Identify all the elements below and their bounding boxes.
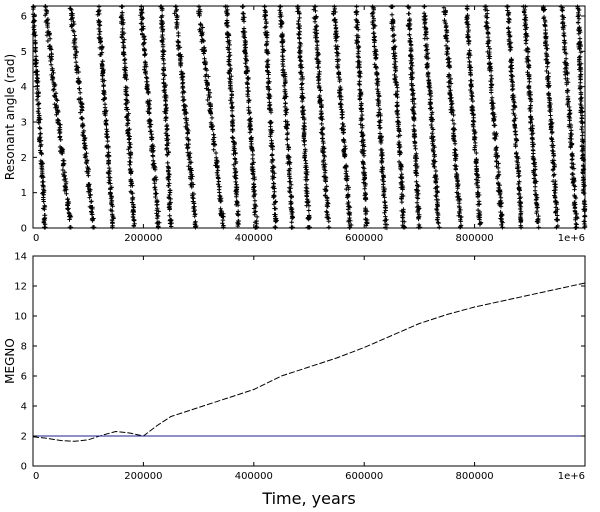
resonant-angle-ytick-label: 0	[21, 224, 27, 235]
megno-ytick-label: 14	[14, 252, 27, 263]
resonant-angle-xtick-label: 1e+6	[558, 233, 585, 244]
megno-series	[32, 282, 586, 442]
megno-xtick-label: 0	[33, 471, 39, 482]
resonant-angle-ylabel: Resonant angle (rad)	[3, 54, 17, 180]
resonant-angle-xtick-label: 0	[33, 233, 39, 244]
megno-xtick-label: 400000	[235, 471, 273, 482]
megno-ytick-label: 10	[14, 312, 27, 323]
megno-ytick-label: 6	[21, 372, 27, 383]
resonant-angle-ytick-label: 1	[21, 188, 27, 199]
resonant-angle-panel: 0 200000 400000 600000 800000 1e+6 0 1 2 3 4 5 6 Res…	[3, 3, 588, 244]
megno-xlabel: Time, years	[261, 489, 355, 508]
megno-ylabel: MEGNO	[3, 338, 17, 384]
resonant-angle-ytick-label: 4	[21, 82, 27, 93]
resonant-angle-plot-frame	[32, 5, 586, 229]
megno-ticks: 0 200000 400000 600000 800000 1e+6 0 2 4 6 8 10 12 14	[14, 252, 586, 482]
megno-series-line	[32, 282, 586, 442]
megno-ytick-label: 0	[21, 462, 27, 473]
megno-xtick-label: 800000	[456, 471, 494, 482]
resonant-angle-ticks: 0 200000 400000 600000 800000 1e+6 0 1 2 3 4 5 6	[21, 6, 586, 244]
resonant-angle-ytick-label: 3	[21, 117, 27, 128]
resonant-angle-ytick-label: 2	[21, 153, 27, 164]
megno-xtick-label: 1e+6	[558, 471, 585, 482]
megno-ytick-label: 4	[21, 402, 27, 413]
resonant-angle-xtick-label: 600000	[345, 233, 383, 244]
resonant-angle-ytick-label: 5	[21, 47, 27, 58]
megno-xtick-label: 600000	[345, 471, 383, 482]
resonant-angle-points	[30, 3, 588, 231]
megno-ytick-label: 12	[14, 282, 27, 293]
resonant-angle-ytick-label: 6	[21, 11, 27, 22]
megno-panel: 0 200000 400000 600000 800000 1e+6 0 2 4 6 8 10 12 14…	[3, 252, 586, 508]
megno-ytick-label: 8	[21, 342, 27, 353]
resonant-angle-xtick-label: 200000	[124, 233, 162, 244]
resonant-angle-xtick-label: 400000	[235, 233, 273, 244]
resonant-angle-markers	[30, 3, 588, 231]
megno-ytick-label: 2	[21, 432, 27, 443]
resonant-angle-xtick-label: 800000	[456, 233, 494, 244]
megno-xtick-label: 200000	[124, 471, 162, 482]
megno-plot-frame	[32, 255, 586, 467]
